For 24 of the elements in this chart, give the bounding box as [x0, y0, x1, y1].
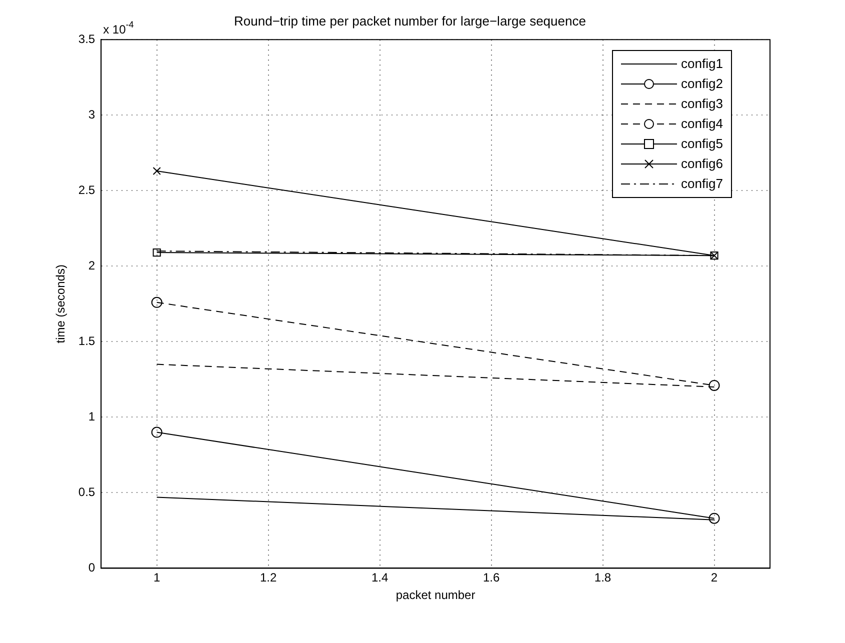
y-tick-label: 2.5	[78, 182, 96, 197]
legend-label: config7	[681, 176, 723, 192]
x-tick-label: 1	[153, 570, 160, 585]
x-tick-label: 1.6	[482, 570, 500, 585]
legend-label: config1	[681, 56, 723, 72]
y-axis-title: time (seconds)	[54, 264, 68, 344]
legend-label: config5	[681, 136, 723, 152]
x-axis-title: packet number	[396, 588, 476, 602]
x-tick-label: 1.2	[260, 570, 277, 585]
y-tick-label: 0	[88, 560, 96, 575]
y-tick-label: 3	[88, 107, 96, 122]
x-tick-label: 2	[710, 570, 718, 585]
chart-title: Round−trip time per packet number for large−large sequence	[234, 13, 586, 28]
legend-label: config2	[681, 76, 723, 92]
y-tick-label: 3.5	[78, 32, 96, 46]
y-tick-label: 0.5	[78, 485, 96, 499]
y-tick-label: 2	[88, 258, 96, 272]
legend-label: config4	[681, 116, 723, 132]
legend-label: config6	[681, 156, 723, 172]
y-tick-label: 1.5	[78, 334, 96, 348]
x-tick-label: 1.4	[371, 570, 388, 585]
legend-label: config3	[681, 96, 723, 112]
x-tick-label: 1.8	[594, 570, 612, 585]
y-tick-label: 1	[88, 409, 96, 424]
